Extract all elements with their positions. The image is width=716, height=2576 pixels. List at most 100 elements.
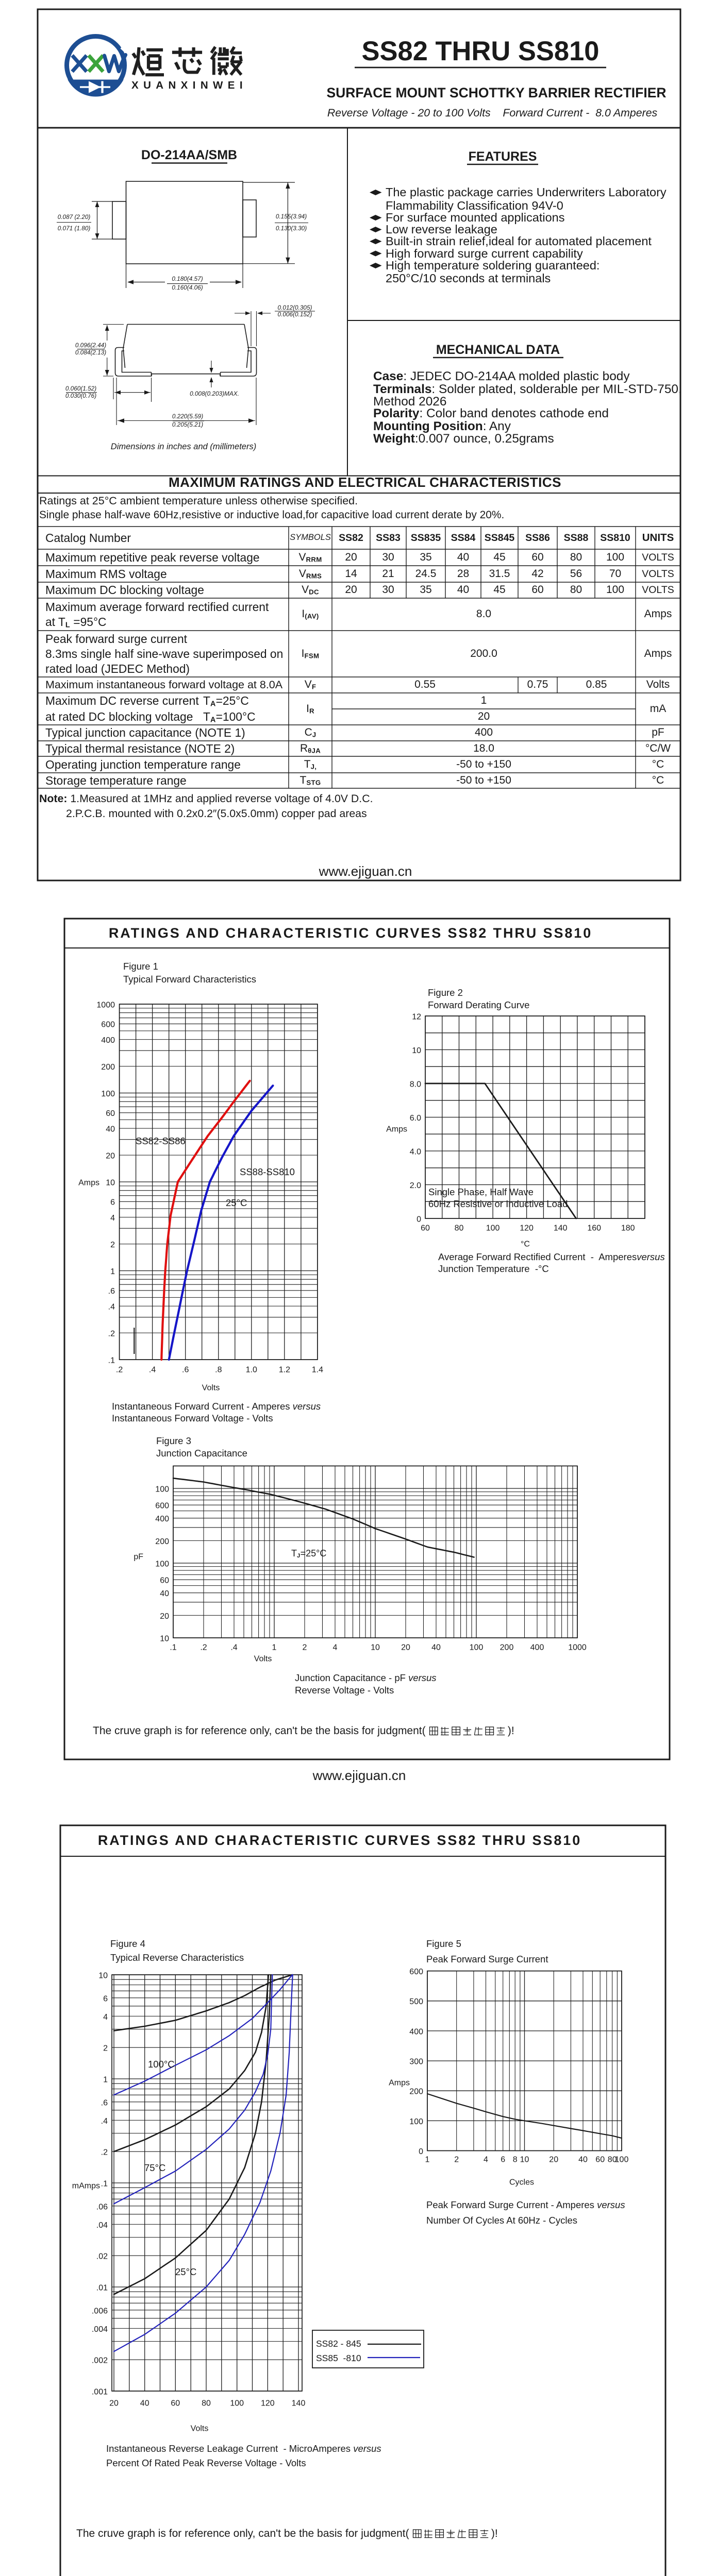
svg-text:400: 400	[155, 1515, 169, 1523]
svg-text:100: 100	[230, 2399, 244, 2408]
svg-text:160: 160	[587, 1224, 601, 1233]
svg-text:2: 2	[103, 2044, 108, 2053]
svg-text:.1: .1	[101, 2180, 108, 2189]
svg-text:.006: .006	[92, 2307, 108, 2315]
svg-text:40: 40	[431, 1643, 441, 1652]
svg-text:.002: .002	[92, 2357, 108, 2365]
svg-text:.06: .06	[96, 2202, 108, 2211]
svg-text:2: 2	[454, 2156, 459, 2164]
svg-text:200: 200	[101, 1063, 115, 1072]
svg-text:1: 1	[425, 2156, 430, 2164]
svg-text:1.4: 1.4	[312, 1366, 323, 1375]
svg-text:1: 1	[272, 1643, 277, 1652]
svg-text:8: 8	[513, 2156, 518, 2164]
svg-text:0: 0	[419, 2147, 423, 2156]
svg-text:40: 40	[140, 2399, 149, 2408]
svg-text:°C: °C	[521, 1240, 530, 1249]
svg-text:12: 12	[412, 1013, 421, 1022]
svg-text:10: 10	[520, 2156, 529, 2164]
svg-text:4: 4	[333, 1643, 338, 1652]
svg-text:.8: .8	[215, 1366, 222, 1375]
svg-text:600: 600	[101, 1021, 115, 1029]
svg-text:.6: .6	[108, 1287, 115, 1296]
svg-text:100: 100	[409, 2117, 423, 2126]
svg-text:Cycles: Cycles	[509, 2178, 534, 2187]
svg-text:100: 100	[155, 1485, 169, 1494]
svg-text:100: 100	[155, 1560, 169, 1569]
svg-text:1: 1	[110, 1267, 115, 1276]
svg-text:500: 500	[409, 1997, 423, 2006]
svg-text:40: 40	[160, 1589, 169, 1598]
svg-text:2: 2	[110, 1241, 115, 1249]
svg-text:20: 20	[160, 1612, 169, 1621]
svg-text:120: 120	[520, 1224, 534, 1233]
svg-text:10: 10	[412, 1046, 421, 1055]
svg-text:.02: .02	[96, 2252, 108, 2261]
svg-text:Volts: Volts	[191, 2425, 209, 2433]
svg-text:80: 80	[202, 2399, 211, 2408]
svg-text:20: 20	[109, 2399, 119, 2408]
svg-text:6.0: 6.0	[410, 1114, 421, 1123]
svg-text:Volts: Volts	[202, 1384, 220, 1393]
svg-text:1000: 1000	[96, 1001, 115, 1010]
svg-text:10: 10	[106, 1179, 115, 1188]
svg-text:40: 40	[578, 2156, 588, 2164]
svg-text:60: 60	[171, 2399, 180, 2408]
svg-text:.4: .4	[149, 1366, 156, 1375]
svg-text:400: 400	[101, 1036, 115, 1045]
svg-text:400: 400	[530, 1643, 544, 1652]
svg-text:Amps: Amps	[78, 1179, 99, 1188]
svg-text:8.0: 8.0	[410, 1080, 421, 1089]
svg-text:300: 300	[409, 2058, 423, 2066]
svg-text:80: 80	[455, 1224, 464, 1233]
svg-text:Volts: Volts	[254, 1655, 272, 1664]
svg-text:100: 100	[615, 2156, 629, 2164]
svg-text:Amps: Amps	[389, 2079, 410, 2088]
svg-text:180: 180	[621, 1224, 635, 1233]
svg-text:120: 120	[261, 2399, 275, 2408]
svg-text:.1: .1	[108, 1357, 115, 1365]
svg-text:.4: .4	[108, 1303, 115, 1312]
svg-text:pF: pF	[134, 1553, 143, 1562]
svg-text:6: 6	[103, 1994, 108, 2003]
svg-text:200: 200	[155, 1537, 169, 1546]
svg-text:.4: .4	[230, 1643, 237, 1652]
svg-text:6: 6	[110, 1198, 115, 1207]
svg-text:.6: .6	[182, 1366, 189, 1375]
svg-text:Amps: Amps	[386, 1125, 407, 1134]
svg-text:140: 140	[292, 2399, 306, 2408]
svg-text:1000: 1000	[568, 1643, 587, 1652]
svg-text:0: 0	[417, 1215, 421, 1224]
svg-text:200: 200	[500, 1643, 514, 1652]
svg-text:.4: .4	[101, 2117, 108, 2126]
svg-text:.01: .01	[96, 2284, 108, 2293]
svg-text:10: 10	[371, 1643, 380, 1652]
svg-text:4: 4	[103, 2013, 108, 2022]
svg-text:80: 80	[608, 2156, 617, 2164]
svg-text:mAmps: mAmps	[72, 2182, 100, 2191]
svg-text:60: 60	[595, 2156, 605, 2164]
svg-text:60: 60	[421, 1224, 430, 1233]
svg-text:2.0: 2.0	[410, 1181, 421, 1190]
svg-text:60: 60	[160, 1577, 169, 1585]
svg-text:4.0: 4.0	[410, 1148, 421, 1157]
svg-text:.2: .2	[101, 2148, 108, 2157]
svg-text:1: 1	[103, 2076, 108, 2084]
svg-text:.04: .04	[96, 2221, 108, 2230]
svg-text:6: 6	[501, 2156, 505, 2164]
svg-text:2: 2	[303, 1643, 307, 1652]
svg-text:100: 100	[470, 1643, 484, 1652]
svg-text:.004: .004	[92, 2325, 108, 2334]
svg-text:40: 40	[106, 1125, 115, 1134]
svg-text:.6: .6	[101, 2098, 108, 2107]
svg-text:100: 100	[101, 1090, 115, 1098]
svg-text:.1: .1	[170, 1643, 176, 1652]
svg-text:20: 20	[106, 1152, 115, 1161]
svg-text:4: 4	[484, 2156, 488, 2164]
svg-text:4: 4	[110, 1214, 115, 1223]
svg-text:600: 600	[155, 1502, 169, 1511]
svg-text:.2: .2	[108, 1330, 115, 1338]
svg-text:140: 140	[554, 1224, 568, 1233]
svg-text:1.2: 1.2	[279, 1366, 290, 1375]
svg-text:.2: .2	[200, 1643, 207, 1652]
